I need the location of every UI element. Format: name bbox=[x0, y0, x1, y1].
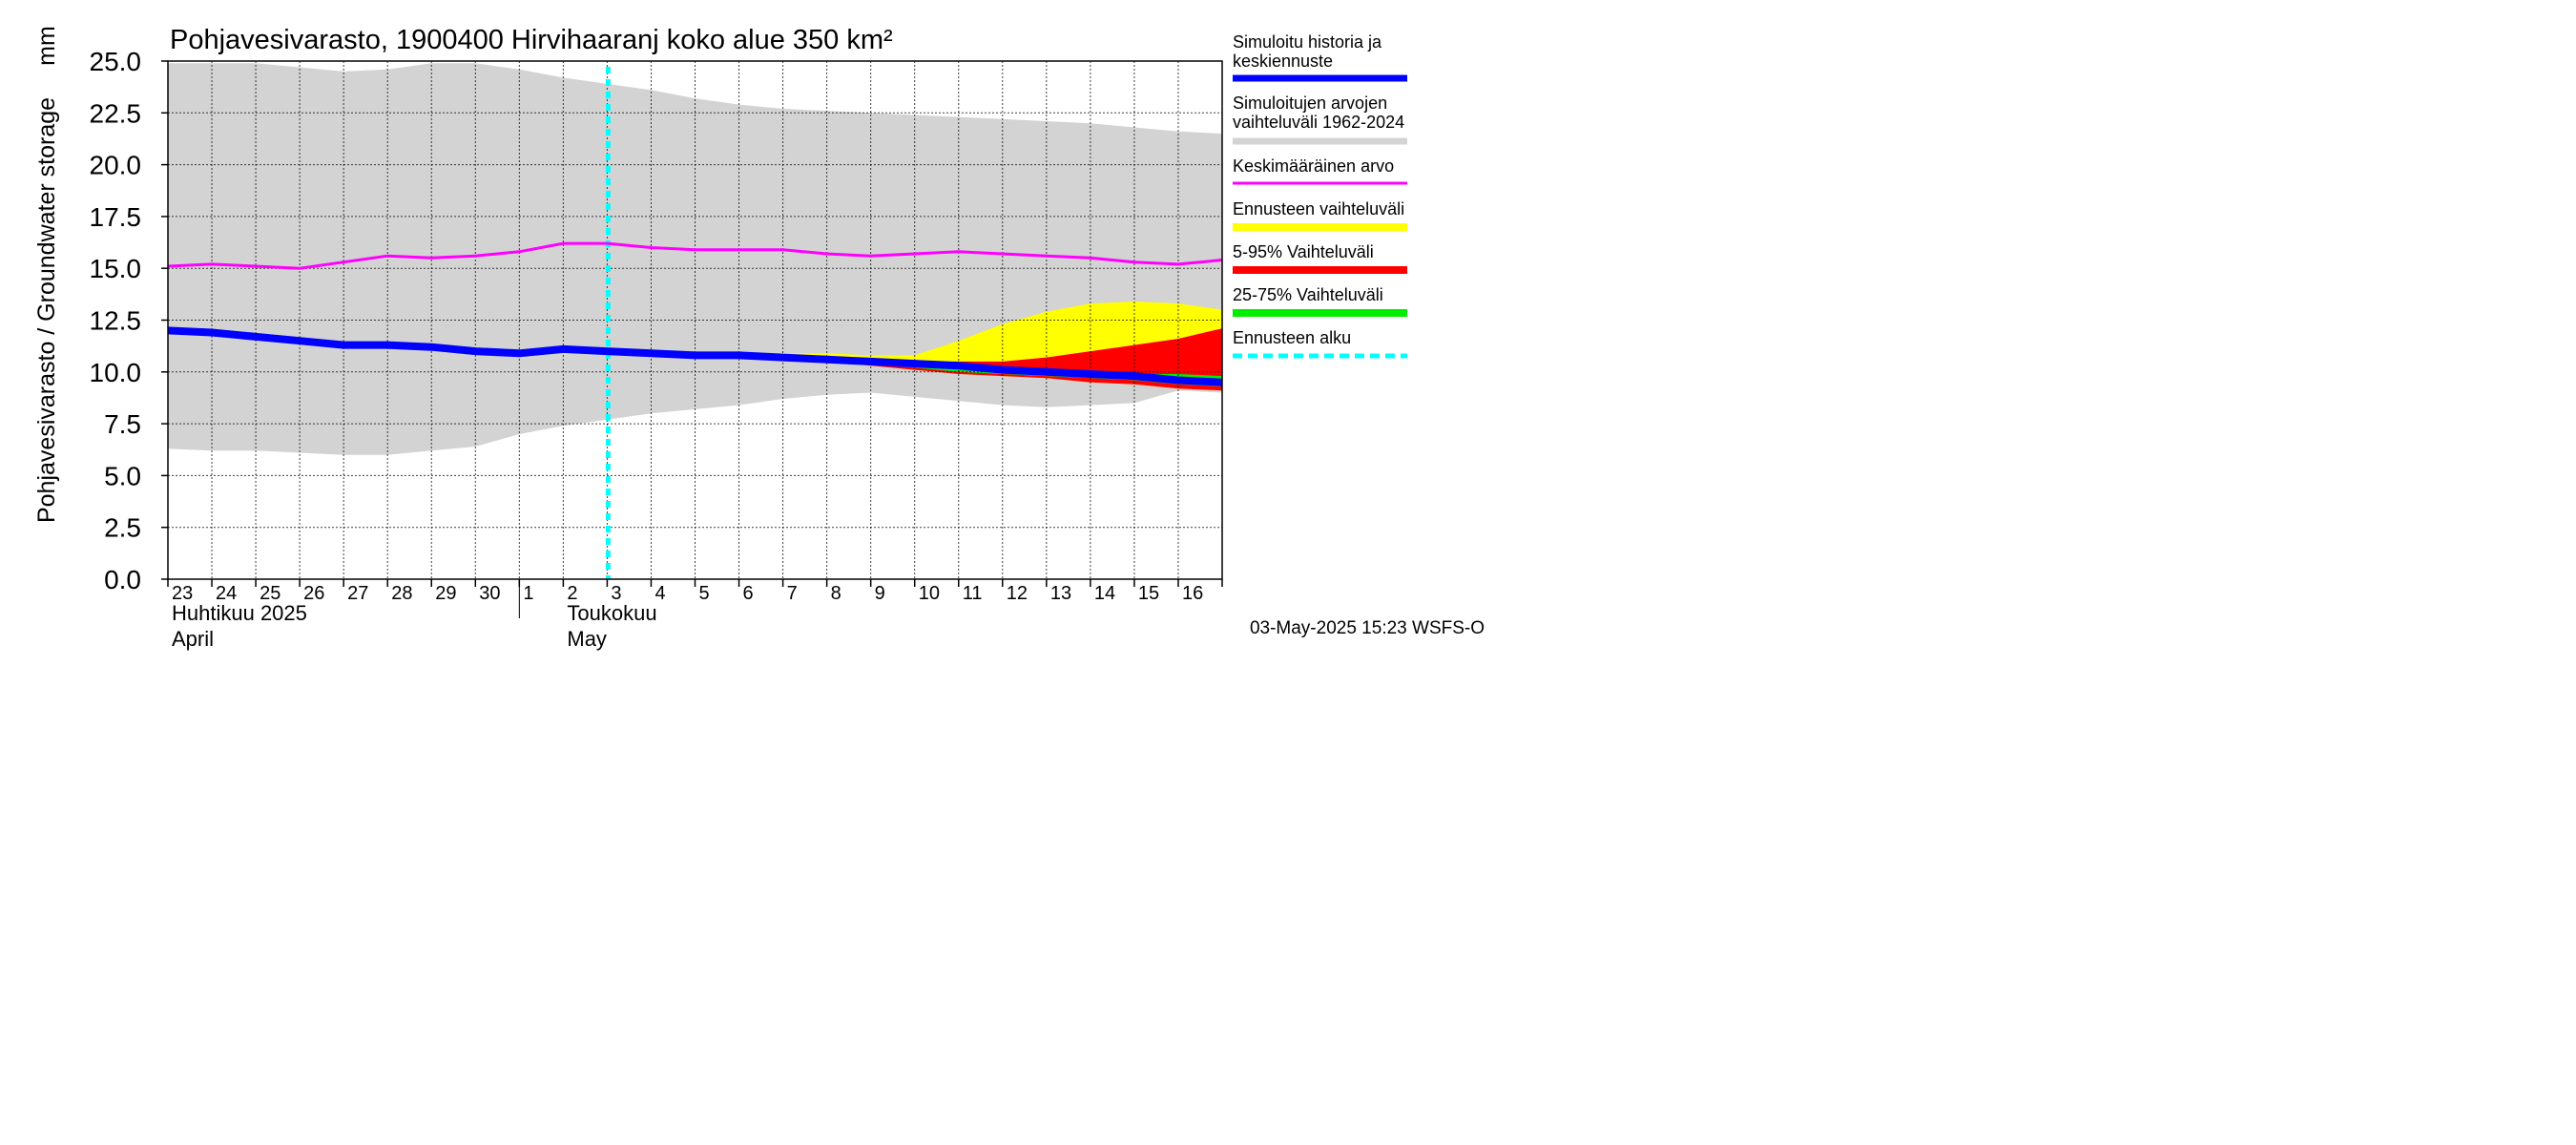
y-tick-label: 12.5 bbox=[90, 306, 142, 336]
groundwater-storage-chart: 0.0 2.5 5.0 7.5 10.0 12.5 15.0 17.5 20.0 22.5 25.0… bbox=[33, 25, 1485, 651]
month-label-english: May bbox=[567, 627, 607, 651]
x-tick-label: 29 bbox=[435, 583, 456, 604]
x-tick-label: 5 bbox=[699, 583, 710, 604]
legend-label: Ennusteen vaihteluväli bbox=[1233, 199, 1404, 219]
x-tick-label: 30 bbox=[479, 583, 500, 604]
x-tick-label: 11 bbox=[963, 583, 983, 604]
legend-item: Ennusteen alku bbox=[1233, 328, 1407, 359]
legend-label: Simuloitu historia ja bbox=[1233, 32, 1382, 52]
x-tick-label: 23 bbox=[172, 583, 193, 604]
x-tick-label: 12 bbox=[1007, 583, 1028, 604]
x-tick-label: 8 bbox=[831, 583, 841, 604]
month-label: Huhtikuu 2025 bbox=[172, 601, 307, 625]
legend-item: 25-75% Vaihteluväli bbox=[1233, 285, 1407, 317]
y-tick-label: 20.0 bbox=[90, 151, 142, 180]
y-tick-label: 22.5 bbox=[90, 98, 142, 128]
historical-range-band bbox=[168, 63, 1222, 455]
legend-label: Simuloitujen arvojen bbox=[1233, 94, 1387, 113]
y-tick-label: 25.0 bbox=[90, 47, 142, 76]
month-label-english: April bbox=[172, 627, 214, 651]
legend-label: Keskimääräinen arvo bbox=[1233, 156, 1394, 176]
y-axis-title: Pohjavesivarasto / Groundwater storage bbox=[33, 97, 60, 523]
x-tick-label: 25 bbox=[260, 583, 280, 604]
x-tick-label: 15 bbox=[1138, 583, 1159, 604]
legend-item: Keskimääräinen arvo bbox=[1233, 156, 1407, 185]
x-axis: 23 24 25 26 27 28 29 30 1 2 3 4 5 6 7 8 9 10 11 12 13 14 15 16 bbox=[167, 579, 1223, 604]
y-tick-label: 7.5 bbox=[104, 409, 141, 439]
x-tick-label: 13 bbox=[1050, 583, 1071, 604]
simulated-median-line bbox=[167, 326, 1223, 386]
chart-title: Pohjavesivarasto, 1900400 Hirvihaaranj k… bbox=[170, 25, 893, 55]
y-tick-label: 2.5 bbox=[104, 513, 141, 543]
y-tick-label: 10.0 bbox=[90, 358, 142, 387]
legend-label: vaihteluväli 1962-2024 bbox=[1233, 113, 1404, 132]
legend-item: Ennusteen vaihteluväli bbox=[1233, 199, 1407, 231]
x-tick-label: 4 bbox=[654, 583, 665, 604]
x-tick-label: 14 bbox=[1094, 583, 1115, 604]
legend: Simuloitu historia jakeskiennusteSimuloi… bbox=[1233, 32, 1407, 359]
x-tick-label: 2 bbox=[567, 583, 577, 604]
x-tick-label: 6 bbox=[743, 583, 754, 604]
x-tick-label: 1 bbox=[523, 583, 533, 604]
x-tick-label: 16 bbox=[1182, 583, 1203, 604]
range-bands bbox=[168, 63, 1222, 455]
y-tick-label: 15.0 bbox=[90, 254, 142, 283]
x-tick-label: 9 bbox=[875, 583, 885, 604]
series-lines bbox=[167, 67, 1223, 579]
legend-label: 25-75% Vaihteluväli bbox=[1233, 285, 1383, 304]
mean-value-line bbox=[167, 241, 1223, 270]
timestamp-footer: 03-May-2025 15:23 WSFS-O bbox=[1250, 618, 1485, 638]
legend-item: 5-95% Vaihteluväli bbox=[1233, 242, 1407, 274]
month-label: Toukokuu bbox=[567, 601, 656, 625]
x-tick-label: 28 bbox=[391, 583, 412, 604]
legend-label: Ennusteen alku bbox=[1233, 328, 1351, 347]
x-tick-label: 27 bbox=[347, 583, 368, 604]
legend-label: 5-95% Vaihteluväli bbox=[1233, 242, 1374, 261]
x-tick-label: 3 bbox=[611, 583, 621, 604]
y-tick-label: 0.0 bbox=[104, 565, 141, 594]
y-tick-label: 5.0 bbox=[104, 461, 141, 490]
plot-area bbox=[167, 60, 1223, 580]
y-axis-unit: mm bbox=[33, 26, 60, 66]
y-tick-label: 17.5 bbox=[90, 202, 142, 232]
y-axis: 0.0 2.5 5.0 7.5 10.0 12.5 15.0 17.5 20.0 22.5 25.0 bbox=[90, 47, 168, 594]
legend-label: keskiennuste bbox=[1233, 52, 1333, 71]
x-tick-label: 24 bbox=[216, 583, 237, 604]
x-tick-label: 7 bbox=[787, 583, 798, 604]
x-tick-label: 26 bbox=[303, 583, 324, 604]
x-tick-label: 10 bbox=[919, 583, 940, 604]
